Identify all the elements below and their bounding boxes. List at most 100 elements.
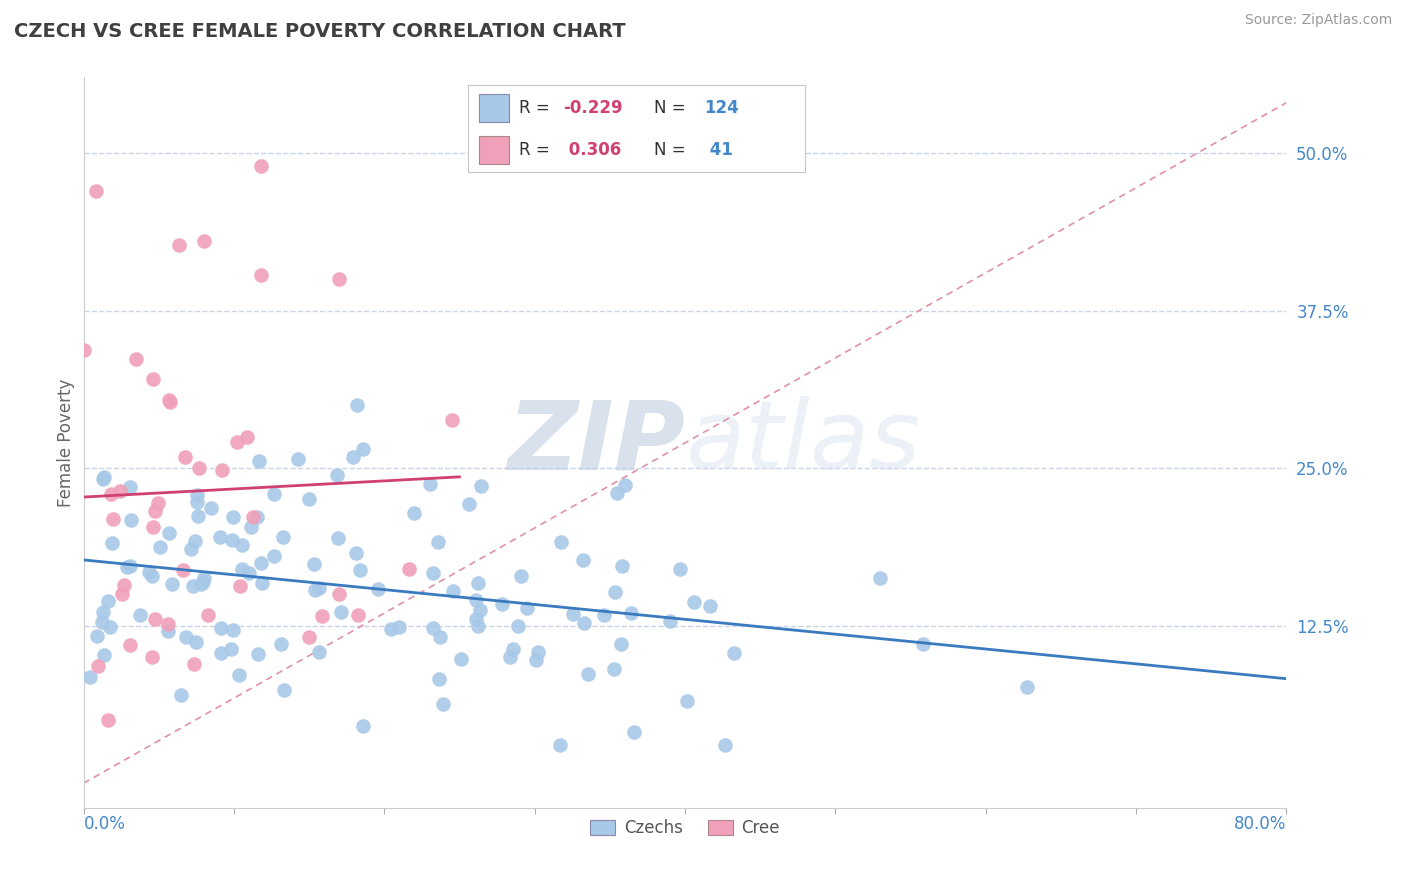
Point (91, 606, 114, 620)
Point (380, 622, 402, 636)
Point (367, 582, 389, 596)
Point (98, 620, 121, 634)
Point (193, 234, 215, 248)
Point (308, 582, 330, 596)
Point (491, 597, 513, 611)
Point (142, 372, 165, 386)
Point (211, 463, 233, 477)
Point (419, 477, 441, 491)
Point (550, 739, 572, 753)
Point (676, 694, 699, 708)
Point (187, 508, 209, 523)
Point (352, 719, 374, 733)
Point (699, 599, 721, 614)
Point (550, 534, 572, 549)
Point (73, 343, 96, 357)
Point (209, 621, 232, 635)
Point (304, 582, 326, 597)
Point (422, 621, 444, 635)
Text: ZIP: ZIP (508, 396, 685, 490)
Point (91, 472, 114, 486)
Point (561, 607, 583, 621)
Point (231, 538, 253, 552)
Point (97, 594, 120, 608)
Point (263, 549, 285, 564)
Point (112, 578, 135, 592)
Point (869, 571, 891, 585)
Text: atlas: atlas (685, 396, 920, 490)
Point (467, 575, 489, 590)
Point (235, 430, 257, 444)
Point (606, 486, 628, 500)
Point (183, 657, 205, 672)
Point (527, 645, 550, 659)
Text: CZECH VS CREE FEMALE POVERTY CORRELATION CHART: CZECH VS CREE FEMALE POVERTY CORRELATION… (14, 22, 626, 41)
Point (187, 460, 209, 475)
Point (249, 159, 271, 173)
Point (100, 536, 122, 550)
Point (499, 650, 522, 665)
Point (297, 492, 319, 507)
Point (623, 724, 645, 739)
Point (427, 672, 450, 686)
Point (669, 561, 692, 575)
Point (183, 579, 205, 593)
Legend: Czechs, Cree: Czechs, Cree (583, 813, 786, 844)
Point (90, 615, 112, 629)
Point (125, 351, 148, 366)
Point (143, 611, 166, 625)
Point (247, 648, 270, 662)
Point (250, 268, 273, 282)
Point (620, 607, 643, 621)
Point (328, 272, 350, 286)
Point (197, 608, 219, 623)
Point (200, 500, 222, 515)
Point (614, 478, 637, 492)
Point (111, 587, 134, 601)
Point (429, 630, 451, 644)
Point (157, 526, 180, 541)
Point (271, 531, 294, 545)
Point (440, 412, 463, 426)
Point (346, 398, 368, 412)
Point (467, 618, 489, 632)
Point (149, 541, 172, 555)
Point (101, 512, 124, 526)
Point (603, 662, 626, 676)
Point (432, 698, 454, 712)
Point (574, 615, 596, 630)
Point (304, 558, 326, 572)
Text: 0.0%: 0.0% (83, 814, 125, 833)
Point (1015, 680, 1038, 694)
Point (506, 619, 529, 633)
Point (912, 637, 935, 651)
Point (450, 651, 472, 665)
Point (330, 606, 353, 620)
Point (141, 649, 163, 664)
Point (347, 607, 370, 622)
Point (184, 534, 207, 549)
Point (470, 602, 492, 616)
Point (221, 533, 243, 547)
Point (287, 452, 309, 467)
Point (524, 653, 547, 667)
Point (398, 562, 420, 576)
Point (110, 484, 132, 499)
Point (352, 442, 374, 456)
Point (129, 608, 152, 623)
Point (146, 496, 169, 510)
Point (723, 646, 745, 660)
Point (93, 648, 115, 662)
Point (593, 607, 616, 622)
Point (100, 487, 122, 501)
Point (465, 612, 488, 626)
Point (79, 670, 101, 684)
Point (427, 534, 450, 549)
Point (470, 479, 492, 493)
Point (115, 559, 138, 574)
Point (270, 637, 292, 651)
Point (172, 563, 194, 577)
Point (245, 510, 267, 524)
Point (683, 595, 706, 609)
Point (86, 629, 108, 643)
